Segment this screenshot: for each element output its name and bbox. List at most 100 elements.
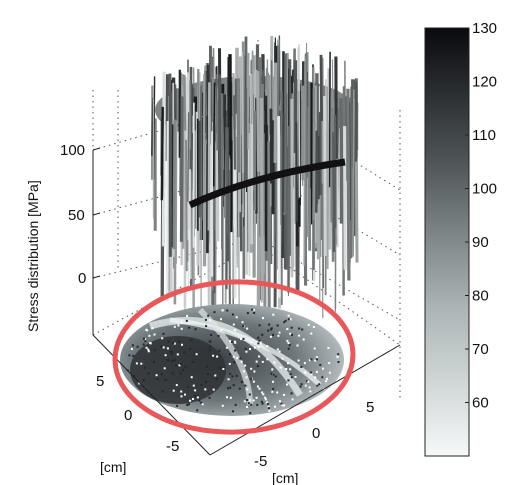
surface-spike [187, 112, 190, 202]
map-speckle-dot [233, 329, 236, 332]
map-speckle-dot [173, 359, 176, 362]
map-speckle-dot [188, 326, 191, 329]
map-speckle-dot [226, 396, 228, 399]
map-speckle-dot [227, 378, 230, 381]
map-speckle-dot [194, 328, 197, 331]
map-speckle-dot [314, 376, 317, 379]
map-speckle-dot [307, 380, 310, 383]
colorbar-tick-label: 100 [472, 181, 497, 198]
map-speckle-dot [278, 331, 281, 334]
surface-spike [202, 144, 208, 267]
map-speckle-dot [279, 366, 282, 369]
map-speckle-dot [164, 378, 167, 381]
map-speckle-dot [189, 347, 192, 350]
map-speckle-dot [257, 346, 260, 349]
map-speckle-dot [303, 362, 306, 365]
map-speckle-dot [266, 358, 269, 361]
map-speckle-dot [235, 316, 238, 319]
surface-spike [279, 91, 283, 225]
map-speckle-dot [180, 390, 183, 393]
map-speckle-dot [258, 387, 261, 390]
map-speckle-dot [259, 341, 262, 344]
surface-spike [236, 78, 241, 173]
map-speckle-dot [180, 395, 183, 398]
colorbar-tick-label: 130 [472, 20, 497, 37]
map-speckle-dot [236, 357, 238, 360]
map-speckle-dot [257, 336, 260, 339]
map-speckle-dot [261, 391, 264, 394]
surface-spike [282, 113, 285, 201]
map-speckle-dot [267, 329, 270, 332]
surface-spike [185, 139, 188, 272]
map-speckle-dot [208, 396, 211, 399]
map-speckle-dot [258, 355, 261, 358]
map-speckle-dot [248, 393, 251, 396]
map-speckle-dot [226, 309, 229, 312]
base-axes [92, 150, 401, 456]
map-speckle-dot [153, 349, 156, 352]
map-speckle-dot [212, 388, 215, 391]
map-speckle-dot [258, 339, 261, 342]
map-speckle-dot [135, 362, 138, 365]
map-speckle-dot [328, 362, 331, 365]
map-speckle-dot [183, 351, 186, 354]
map-speckle-dot [209, 318, 211, 321]
map-speckle-dot [242, 337, 245, 340]
map-speckle-dot [250, 367, 253, 370]
map-speckle-dot [181, 343, 183, 346]
map-speckle-dot [257, 342, 260, 345]
map-speckle-dot [289, 368, 292, 371]
map-speckle-dot [270, 372, 273, 375]
map-speckle-dot [251, 308, 254, 311]
map-speckle-dot [315, 356, 318, 359]
map-speckle-dot [307, 323, 310, 326]
map-speckle-dot [264, 398, 267, 401]
surface-spike [210, 121, 215, 277]
map-speckle-dot [288, 344, 291, 347]
map-speckle-dot [207, 314, 210, 317]
map-speckle-dot [206, 365, 209, 368]
map-speckle-dot [161, 337, 164, 340]
map-speckle-dot [315, 358, 318, 361]
map-speckle-dot [208, 345, 211, 348]
map-speckle-dot [246, 312, 249, 315]
map-speckle-dot [283, 321, 286, 324]
map-speckle-dot [225, 346, 228, 349]
surface-spike [212, 82, 216, 187]
map-speckle-dot [198, 399, 201, 402]
map-speckle-dot [245, 376, 248, 379]
map-speckle-dot [205, 325, 208, 328]
map-speckle-dot [272, 313, 275, 316]
surface-spike [323, 95, 327, 257]
map-speckle-dot [250, 341, 253, 344]
map-speckle-dot [153, 333, 156, 336]
map-speckle-dot [294, 376, 297, 378]
surface-spike [251, 51, 254, 125]
surface-spike [179, 96, 184, 242]
colorbar: 60 70 80 90 100 110 120 130 [424, 20, 497, 457]
colorbar-tick-label: 70 [472, 341, 489, 358]
map-speckle-dot [306, 380, 308, 383]
map-speckle-dot [289, 318, 292, 321]
map-speckle-dot [245, 350, 248, 353]
map-speckle-dot [173, 342, 176, 345]
map-speckle-dot [173, 325, 176, 328]
map-speckle-dot [247, 402, 250, 405]
map-speckle-dot [271, 390, 274, 393]
surface-spike [346, 88, 351, 281]
map-speckle-dot [337, 353, 340, 356]
map-speckle-dot [273, 361, 276, 364]
map-speckle-dot [175, 364, 177, 367]
z-tick-label: 100 [60, 142, 85, 159]
map-speckle-dot [253, 346, 256, 349]
map-speckle-dot [304, 384, 307, 387]
map-speckle-dot [221, 309, 224, 312]
map-speckle-dot [241, 321, 244, 324]
map-speckle-dot [178, 340, 181, 343]
map-speckle-dot [231, 313, 234, 316]
map-speckle-dot [289, 373, 292, 376]
map-speckle-dot [302, 338, 305, 341]
map-speckle-dot [239, 357, 242, 360]
map-speckle-dot [197, 394, 199, 397]
map-speckle-dot [166, 347, 169, 350]
